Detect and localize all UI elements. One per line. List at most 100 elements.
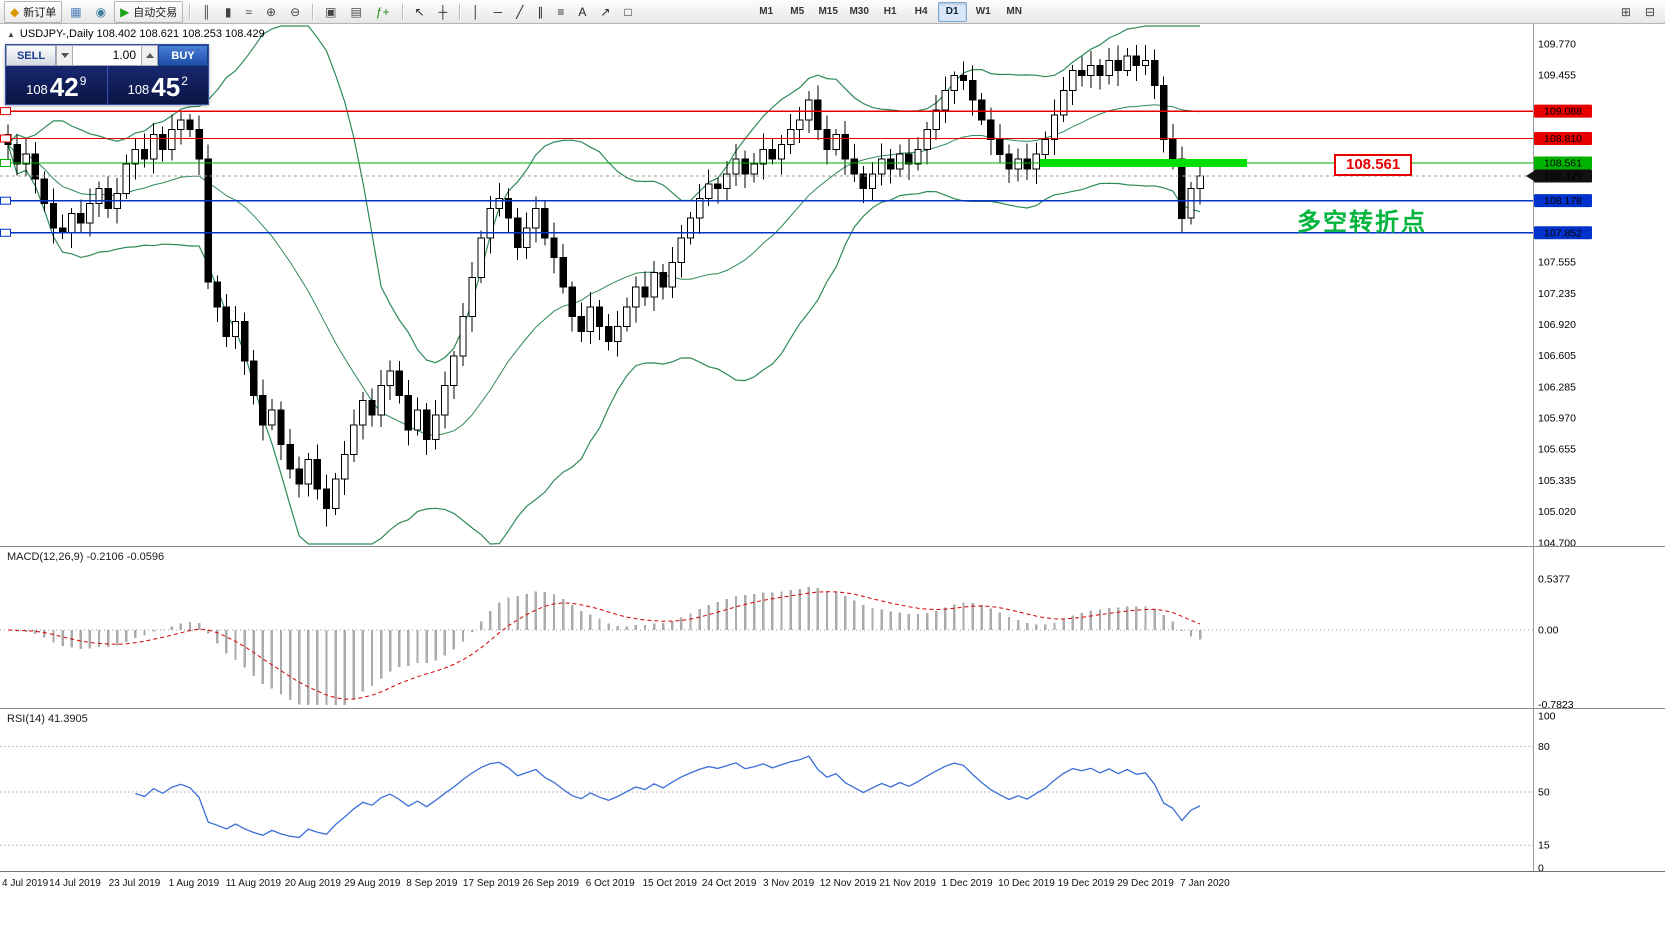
date-label: 19 Dec 2019	[1057, 878, 1115, 889]
green-highlight-bar[interactable]	[1040, 158, 1247, 167]
date-label: 21 Nov 2019	[879, 878, 936, 889]
buy-price-button[interactable]: 108 45 2	[108, 66, 209, 104]
candlestick-chart-button[interactable]: ▮	[219, 1, 238, 23]
macd-background	[0, 546, 1665, 708]
timeframe-m15-button[interactable]: M15	[818, 6, 838, 17]
svg-text:80: 80	[1538, 741, 1550, 753]
price-level-badge-text: 108.178	[1544, 195, 1582, 207]
fibonacci-icon: ≡	[557, 4, 565, 19]
price-level-badge-text: 108.810	[1544, 133, 1582, 145]
quick-nav-icon: ⊟	[1644, 4, 1655, 19]
level-line-handle[interactable]	[0, 228, 11, 237]
cascade-windows-button[interactable]: ▤	[344, 1, 367, 23]
tile-windows-button[interactable]: ▣	[319, 1, 342, 23]
shapes-icon: □	[624, 4, 632, 19]
trendline-button[interactable]: ╱	[510, 1, 529, 23]
svg-text:107.555: 107.555	[1538, 257, 1576, 269]
svg-text:100: 100	[1538, 711, 1556, 723]
profiles-button[interactable]: ◉	[90, 1, 112, 23]
timeframe-m5-button[interactable]: M5	[790, 6, 805, 17]
vertical-line-icon: │	[472, 4, 480, 19]
price-level-badge-text: 109.088	[1544, 106, 1582, 118]
main-chart-panel[interactable]: 109.770 109.455 107.555 107.235 106.920 106.6…	[0, 24, 1665, 546]
zoom-out-icon: ⊖	[290, 4, 301, 19]
rsi-line	[135, 755, 1201, 839]
autotrading-button[interactable]: ▶ 自动交易	[114, 0, 184, 23]
indicators-icon: ƒ+	[375, 4, 390, 19]
trendline-icon: ╱	[516, 4, 524, 19]
channel-button[interactable]: ∥	[531, 1, 549, 23]
volume-increase-button[interactable]	[141, 45, 158, 66]
svg-text:107.235: 107.235	[1538, 288, 1576, 300]
quick-nav-button[interactable]: ⊟	[1639, 1, 1661, 23]
date-label: 7 Jan 2020	[1180, 878, 1230, 889]
buy-price-pips: 45	[151, 72, 181, 102]
sell-price-pipette: 9	[79, 74, 87, 88]
date-label: 29 Aug 2019	[344, 878, 401, 889]
new-order-button-label: 新订单	[23, 6, 57, 19]
buy-button[interactable]: BUY	[158, 45, 208, 66]
charts-icon: ▦	[70, 4, 82, 19]
sell-button[interactable]: SELL	[6, 45, 56, 66]
profiles-icon: ◉	[95, 4, 107, 19]
quick-search-button[interactable]: ⊞	[1615, 1, 1637, 23]
fibonacci-button[interactable]: ≡	[551, 1, 570, 23]
svg-text:106.605: 106.605	[1538, 350, 1576, 362]
timeframe-m30-button[interactable]: M30	[849, 6, 869, 17]
timeframe-h1-button[interactable]: H1	[883, 6, 897, 17]
macd-panel[interactable]: 0.5377 0.00 -0.7823	[0, 546, 1665, 708]
level-price-callout[interactable]: 108.561	[1334, 154, 1413, 176]
date-label: 1 Aug 2019	[168, 878, 220, 889]
date-axis[interactable]: 4 Jul 2019 14 Jul 2019 23 Jul 2019 1 Aug 20…	[0, 871, 1665, 898]
charts-button[interactable]: ▦	[64, 1, 87, 23]
volume-decrease-button[interactable]	[56, 45, 73, 66]
crosshair-button[interactable]: ┼	[433, 1, 454, 23]
autotrading-button-label: 自动交易	[133, 6, 178, 19]
date-label: 24 Oct 2019	[701, 878, 757, 889]
vertical-line-button[interactable]: │	[466, 1, 486, 23]
cursor-button[interactable]: ↖	[409, 1, 431, 23]
price-level-badge	[1534, 104, 1592, 118]
bar-chart-button[interactable]: ║	[196, 1, 217, 23]
rsi-panel[interactable]: 100 80 50 15 0	[0, 708, 1665, 871]
line-chart-button[interactable]: ≈	[239, 1, 258, 23]
arrows-icon: ↗	[600, 4, 611, 19]
horizontal-line-button[interactable]: ─	[488, 1, 509, 23]
timeframe-d1-button[interactable]: D1	[937, 1, 967, 22]
macd-indicator-label: MACD(12,26,9) -0.2106 -0.0596	[7, 551, 165, 563]
timeframe-mn-button[interactable]: MN	[1006, 6, 1022, 17]
text-button[interactable]: A	[572, 1, 592, 23]
bar-chart-icon: ║	[202, 4, 211, 19]
svg-text:0.5377: 0.5377	[1538, 573, 1570, 585]
indicators-button[interactable]: ƒ+	[370, 1, 396, 23]
chart-background	[0, 24, 1665, 546]
level-line-handle[interactable]	[0, 196, 11, 205]
timeframe-m1-button[interactable]: M1	[759, 6, 774, 17]
svg-text:109.770: 109.770	[1538, 39, 1576, 51]
sell-price-button[interactable]: 108 42 9	[6, 66, 107, 104]
cascade-windows-icon: ▤	[350, 4, 362, 19]
level-line-handle[interactable]	[0, 134, 11, 143]
arrows-button[interactable]: ↗	[594, 1, 616, 23]
new-order-button[interactable]: ◆ 新订单	[4, 0, 63, 23]
timeframe-w1-button[interactable]: W1	[975, 6, 991, 17]
svg-text:109.455: 109.455	[1538, 70, 1576, 82]
shapes-button[interactable]: □	[618, 1, 637, 23]
annotation-text[interactable]: 多空转折点	[1297, 209, 1427, 236]
zoom-in-button[interactable]: ⊕	[260, 1, 282, 23]
sell-price-big-figure: 108	[26, 82, 48, 97]
volume-input[interactable]: 1.00	[73, 45, 141, 66]
timeframe-h4-button[interactable]: H4	[914, 6, 928, 17]
zoom-out-button[interactable]: ⊖	[284, 1, 306, 23]
level-line-handle[interactable]	[0, 158, 11, 167]
one-click-collapse-icon[interactable]: ▲	[7, 29, 15, 39]
crosshair-icon: ┼	[438, 4, 448, 19]
date-label: 10 Dec 2019	[998, 878, 1055, 889]
price-level-badge-text: 107.852	[1544, 227, 1582, 239]
rsi-scale-ticks: 100 80 50 15 0	[1538, 711, 1556, 872]
level-line-handle[interactable]	[0, 107, 11, 116]
macd-scale-ticks: 0.5377 0.00 -0.7823	[1538, 573, 1574, 708]
toolbar-separator	[401, 3, 403, 20]
svg-text:105.020: 105.020	[1538, 506, 1576, 518]
horizontal-line-icon: ─	[493, 4, 503, 19]
